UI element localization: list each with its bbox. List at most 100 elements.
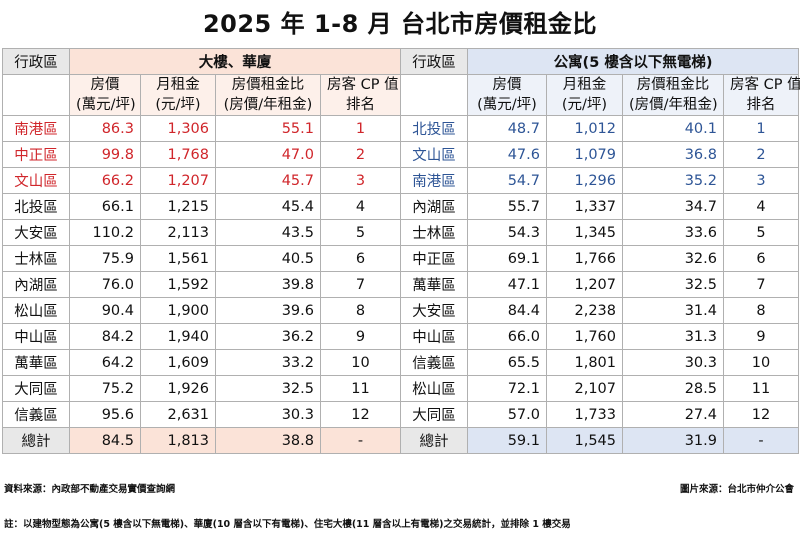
dalou-ratio: 47.0 [215,141,321,168]
apartment-district: 信義區 [400,349,468,376]
dalou-rent: 2,631 [140,401,216,428]
dalou-price: 66.2 [69,167,141,194]
data-source: 資料來源：內政部不動產交易實價查詢網 [4,484,176,495]
apartment-rank: 1 [722,115,800,142]
dalou-ratio: 30.3 [215,401,321,428]
apartment-ratio: 35.2 [622,167,724,194]
apartment-ratio: 32.6 [622,245,724,272]
apartment-rent: 1,760 [546,323,623,350]
page-title: 2025 年 1-8 月 台北市房價租金比 [202,10,598,38]
dalou-ratio: 32.5 [215,375,321,402]
apartment-price: 65.5 [467,349,547,376]
dalou-district: 中山區 [2,323,70,350]
apartment-ratio: 31.3 [622,323,724,350]
table-row: 松山區 90.4 1,900 39.6 8 大安區 84.4 2,238 31.4 8 [2,297,800,324]
apartment-district: 萬華區 [400,271,468,298]
apartment-ratio: 31.4 [622,297,724,324]
dalou-price: 99.8 [69,141,141,168]
apartment-rank: 2 [722,141,800,168]
dalou-rent: 1,215 [140,193,216,220]
apartment-price: 54.7 [467,167,547,194]
total-rank: - [320,427,401,454]
total-price: 59.1 [467,427,547,454]
apartment-rank: 12 [722,401,800,428]
price-header: 房價 (萬元/坪) [467,74,547,116]
table-row: 大同區 75.2 1,926 32.5 11 松山區 72.1 2,107 28.5 11 [2,375,800,402]
apartment-rent: 1,766 [546,245,623,272]
rank-header: 房客 CP 值排名 [320,74,401,116]
total-label: 總計 [400,427,468,454]
table-row: 士林區 75.9 1,561 40.5 6 中正區 69.1 1,766 32.6 6 [2,245,800,272]
dalou-rank: 6 [320,245,401,272]
district-header: 行政區 [2,48,70,75]
total-ratio: 31.9 [622,427,724,454]
dalou-rent: 1,561 [140,245,216,272]
apartment-rank: 8 [722,297,800,324]
table-row: 北投區 66.1 1,215 45.4 4 內湖區 55.7 1,337 34.7 4 [2,193,800,220]
total-rent: 1,545 [546,427,623,454]
group-header-row: 行政區 大樓、華廈 行政區 公寓(5 樓含以下無電梯) [2,48,800,75]
apartment-price: 47.1 [467,271,547,298]
apartment-rank: 7 [722,271,800,298]
apartment-price: 47.6 [467,141,547,168]
apartment-district: 大安區 [400,297,468,324]
apartment-rank: 10 [722,349,800,376]
apartment-rent: 1,801 [546,349,623,376]
apartment-rent: 1,345 [546,219,623,246]
apartment-ratio: 30.3 [622,349,724,376]
dalou-ratio: 39.6 [215,297,321,324]
dalou-rank: 1 [320,115,401,142]
dalou-price: 64.2 [69,349,141,376]
dalou-district: 松山區 [2,297,70,324]
apartment-price: 84.4 [467,297,547,324]
table-row: 南港區 86.3 1,306 55.1 1 北投區 48.7 1,012 40.1 1 [2,115,800,142]
dalou-rank: 10 [320,349,401,376]
dalou-rent: 1,940 [140,323,216,350]
apartment-district: 士林區 [400,219,468,246]
apartment-rank: 9 [722,323,800,350]
table-row: 萬華區 64.2 1,609 33.2 10 信義區 65.5 1,801 30.3 10 [2,349,800,376]
apartment-ratio: 36.8 [622,141,724,168]
dalou-price: 110.2 [69,219,141,246]
dalou-price: 66.1 [69,193,141,220]
apartment-price: 48.7 [467,115,547,142]
district-header: 行政區 [400,48,468,75]
dalou-rent: 1,900 [140,297,216,324]
apartment-ratio: 33.6 [622,219,724,246]
dalou-rank: 3 [320,167,401,194]
apartment-price: 66.0 [467,323,547,350]
dalou-rent: 2,113 [140,219,216,246]
dalou-price: 86.3 [69,115,141,142]
apartment-price: 57.0 [467,401,547,428]
apartment-ratio: 32.5 [622,271,724,298]
dalou-price: 76.0 [69,271,141,298]
dalou-rank: 11 [320,375,401,402]
dalou-district: 內湖區 [2,271,70,298]
dalou-district: 信義區 [2,401,70,428]
dalou-price: 75.2 [69,375,141,402]
dalou-ratio: 43.5 [215,219,321,246]
apartment-ratio: 40.1 [622,115,724,142]
total-label: 總計 [2,427,70,454]
dalou-ratio: 45.4 [215,193,321,220]
table-row: 信義區 95.6 2,631 30.3 12 大同區 57.0 1,733 27.4 12 [2,401,800,428]
ratio-header: 房價租金比 (房價/年租金) [622,74,724,116]
apartment-price: 72.1 [467,375,547,402]
apartment-rank: 4 [722,193,800,220]
blank-header-cell [2,74,70,116]
apartment-district: 內湖區 [400,193,468,220]
blank-header-cell [400,74,468,116]
image-credit: 圖片來源：台北市仲介公會 [679,484,794,495]
price-header: 房價 (萬元/坪) [69,74,141,116]
apartment-district: 中山區 [400,323,468,350]
dalou-ratio: 40.5 [215,245,321,272]
apartment-rank: 3 [722,167,800,194]
apartment-group-header: 公寓(5 樓含以下無電梯) [466,48,800,75]
total-ratio: 38.8 [215,427,321,454]
rank-header: 房客 CP 值排名 [722,74,800,116]
apartment-rent: 1,012 [546,115,623,142]
total-rent: 1,813 [140,427,216,454]
dalou-district: 萬華區 [2,349,70,376]
dalou-ratio: 36.2 [215,323,321,350]
table-row: 中山區 84.2 1,940 36.2 9 中山區 66.0 1,760 31.3 9 [2,323,800,350]
